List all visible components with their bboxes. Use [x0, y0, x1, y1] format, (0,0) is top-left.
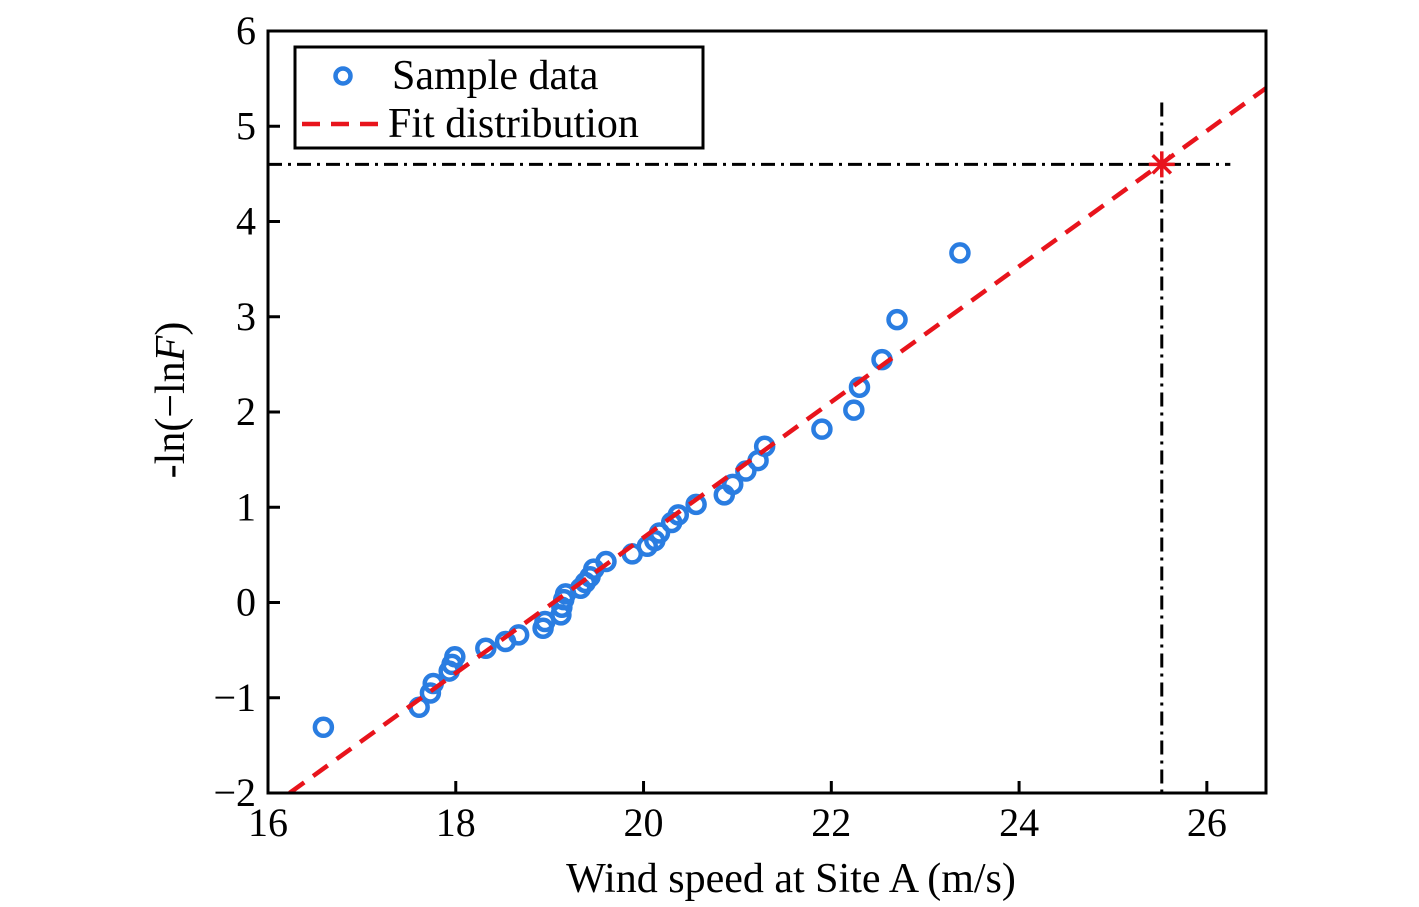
y-tick-label: 5 [236, 103, 256, 148]
design-point-asterisk-icon [1148, 151, 1175, 178]
y-axis-title-suffix: ) [148, 322, 194, 336]
y-axis-title: -ln(−lnF) [148, 322, 194, 479]
data-point [444, 646, 466, 668]
data-point [312, 716, 335, 739]
asterisk-stroke [1151, 154, 1173, 175]
legend-box [293, 45, 705, 150]
x-tick-label: 20 [624, 800, 664, 845]
legend-label-sample: Sample data [392, 53, 599, 99]
y-tick-label: 4 [236, 199, 256, 244]
y-axis-title-prefix: -ln(−ln [148, 361, 194, 478]
y-tick-label: −1 [213, 675, 256, 720]
legend-label-fit: Fit distribution [388, 101, 639, 147]
data-point [475, 637, 497, 659]
x-tick-label: 26 [1187, 800, 1227, 845]
legend-sample-marker-icon [333, 66, 353, 86]
data-point [843, 399, 865, 421]
data-point [667, 504, 690, 526]
x-tick-label: 16 [248, 800, 288, 845]
data-point [419, 682, 442, 704]
axes: 16 18 20 22 24 26 −2 −1 0 1 2 3 4 5 6 [213, 8, 1268, 845]
legend: Sample data Fit distribution [293, 45, 705, 150]
data-point [848, 376, 871, 398]
y-tick-label: 0 [236, 580, 256, 625]
x-tick-label: 18 [436, 800, 476, 845]
y-tick-label: 2 [236, 389, 256, 434]
data-point [886, 308, 908, 331]
y-tick-label: −2 [213, 770, 256, 815]
data-point [721, 473, 744, 496]
y-tick-label: 3 [236, 294, 256, 339]
x-tick-label: 22 [811, 800, 851, 845]
y-tick-label: 6 [236, 8, 256, 53]
data-point [595, 550, 617, 573]
y-axis-title-italic: F [148, 335, 194, 362]
y-tick-label: 1 [236, 484, 256, 529]
plot-area [268, 86, 1266, 793]
x-tick-label: 24 [999, 800, 1039, 845]
x-axis-title: Wind speed at Site A (m/s) [566, 856, 1016, 902]
data-point [949, 242, 971, 264]
fit-line [288, 86, 1266, 793]
data-point [685, 493, 707, 516]
data-point [811, 418, 833, 440]
